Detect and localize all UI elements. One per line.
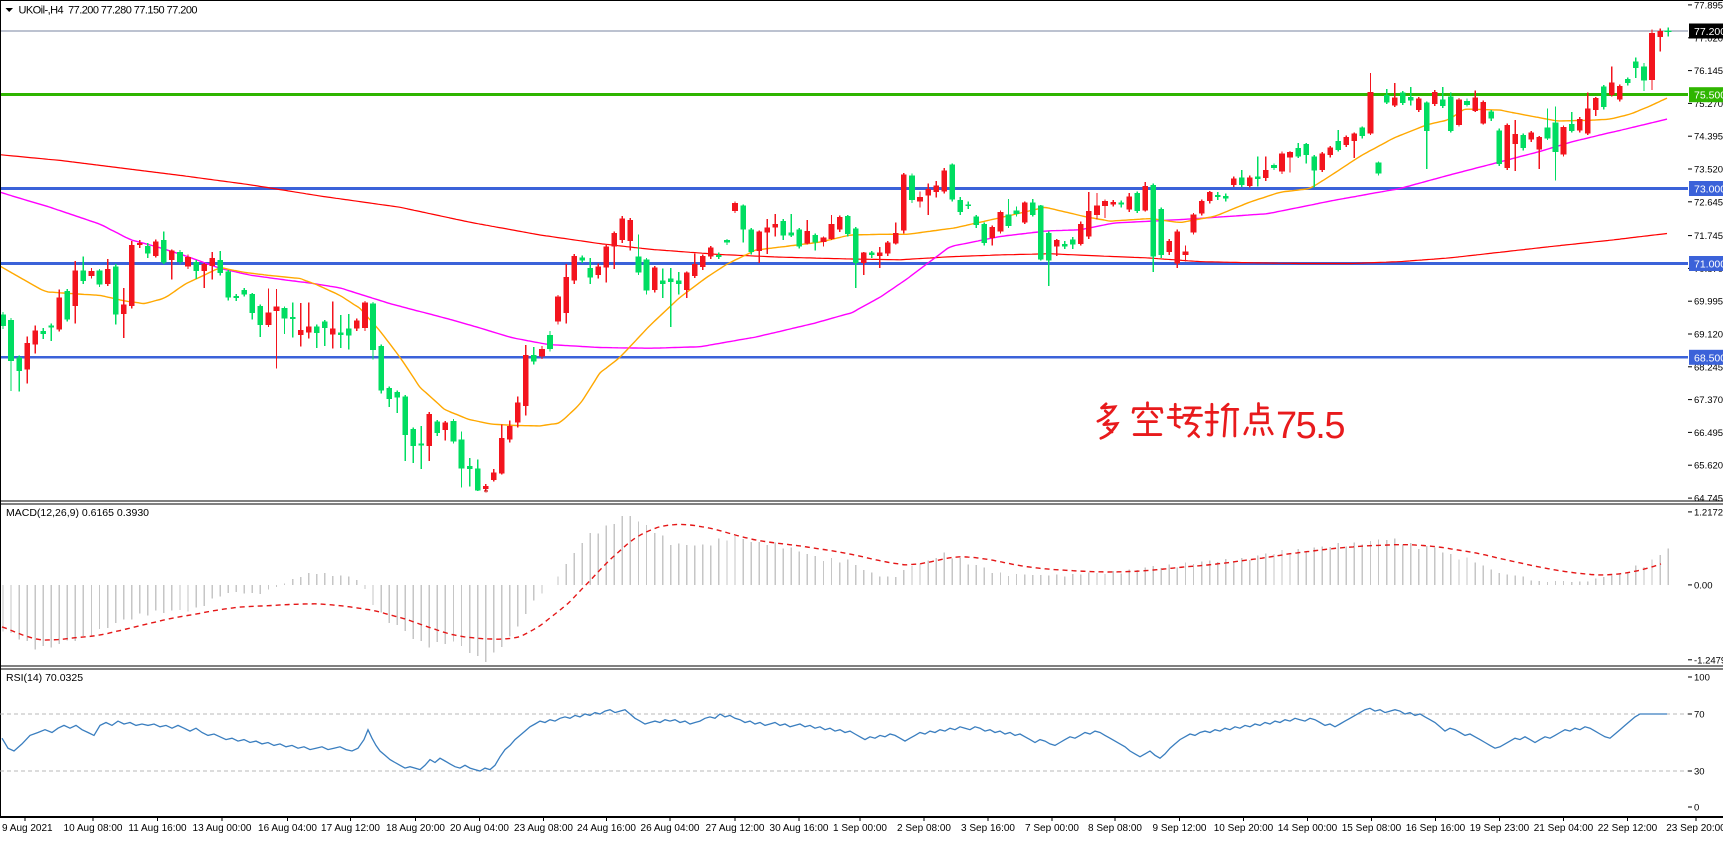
svg-text:73.520: 73.520 [1694, 165, 1723, 176]
svg-text:66.495: 66.495 [1694, 428, 1723, 439]
svg-text:69.995: 69.995 [1694, 297, 1723, 308]
svg-text:30: 30 [1694, 767, 1705, 778]
svg-text:22 Sep 12:00: 22 Sep 12:00 [1598, 823, 1658, 834]
svg-text:*: * [484, 488, 489, 499]
svg-text:8 Sep 08:00: 8 Sep 08:00 [1088, 823, 1142, 834]
svg-text:10 Sep 20:00: 10 Sep 20:00 [1214, 823, 1274, 834]
svg-text:0.00: 0.00 [1694, 580, 1713, 591]
svg-text:100: 100 [1694, 673, 1710, 684]
svg-text:18 Aug 20:00: 18 Aug 20:00 [386, 823, 445, 834]
svg-text:71.000: 71.000 [1694, 259, 1723, 271]
svg-text:65.620: 65.620 [1694, 461, 1723, 472]
svg-text:10 Aug 08:00: 10 Aug 08:00 [64, 823, 123, 834]
svg-text:23 Aug 08:00: 23 Aug 08:00 [514, 823, 573, 834]
svg-text:MACD(12,26,9) 0.6165 0.3930: MACD(12,26,9) 0.6165 0.3930 [6, 507, 149, 519]
svg-text:1.2172: 1.2172 [1694, 507, 1723, 518]
svg-text:76.145: 76.145 [1694, 66, 1723, 77]
svg-text:19 Sep 23:00: 19 Sep 23:00 [1470, 823, 1530, 834]
svg-text:13 Aug 00:00: 13 Aug 00:00 [193, 823, 252, 834]
svg-text:7 Sep 00:00: 7 Sep 00:00 [1025, 823, 1079, 834]
svg-text:27 Aug 12:00: 27 Aug 12:00 [706, 823, 765, 834]
svg-text:30 Aug 16:00: 30 Aug 16:00 [770, 823, 829, 834]
svg-text:-1.2479: -1.2479 [1694, 655, 1723, 666]
svg-text:2 Sep 08:00: 2 Sep 08:00 [897, 823, 951, 834]
svg-text:17 Aug 12:00: 17 Aug 12:00 [321, 823, 380, 834]
svg-text:23 Sep 20:00: 23 Sep 20:00 [1666, 823, 1723, 834]
svg-text:73.000: 73.000 [1694, 184, 1723, 196]
svg-text:9 Aug 2021: 9 Aug 2021 [2, 823, 53, 834]
svg-text:15 Sep 08:00: 15 Sep 08:00 [1342, 823, 1402, 834]
svg-text:3 Sep 16:00: 3 Sep 16:00 [961, 823, 1015, 834]
svg-text:1 Sep 00:00: 1 Sep 00:00 [833, 823, 887, 834]
svg-text:16 Sep 16:00: 16 Sep 16:00 [1406, 823, 1466, 834]
svg-text:9 Sep 12:00: 9 Sep 12:00 [1153, 823, 1207, 834]
svg-text:70: 70 [1694, 710, 1705, 721]
svg-text:20 Aug 04:00: 20 Aug 04:00 [450, 823, 509, 834]
svg-text:68.500: 68.500 [1694, 352, 1723, 364]
svg-text:11 Aug 16:00: 11 Aug 16:00 [128, 823, 187, 834]
svg-text:21 Sep 04:00: 21 Sep 04:00 [1534, 823, 1594, 834]
svg-text:26 Aug 04:00: 26 Aug 04:00 [641, 823, 700, 834]
svg-text:69.120: 69.120 [1694, 330, 1723, 341]
svg-text:77.200: 77.200 [1694, 26, 1723, 38]
svg-text:77.895: 77.895 [1694, 0, 1723, 11]
svg-text:14 Sep 00:00: 14 Sep 00:00 [1278, 823, 1338, 834]
svg-text:74.395: 74.395 [1694, 132, 1723, 143]
svg-text:64.745: 64.745 [1694, 494, 1723, 505]
svg-text:RSI(14) 70.0325: RSI(14) 70.0325 [6, 672, 83, 684]
svg-text:0: 0 [1694, 803, 1699, 814]
svg-text:75.5: 75.5 [1276, 405, 1344, 447]
svg-text:72.645: 72.645 [1694, 197, 1723, 208]
svg-text:24 Aug 16:00: 24 Aug 16:00 [577, 823, 636, 834]
svg-text:71.745: 71.745 [1694, 231, 1723, 242]
svg-text:UKOil-,H4 77.200 77.280 77.15: UKOil-,H4 77.200 77.280 77.150 77.200 [19, 5, 198, 17]
svg-text:75.500: 75.500 [1694, 90, 1723, 102]
svg-text:16 Aug 04:00: 16 Aug 04:00 [258, 823, 317, 834]
svg-text:67.370: 67.370 [1694, 395, 1723, 406]
